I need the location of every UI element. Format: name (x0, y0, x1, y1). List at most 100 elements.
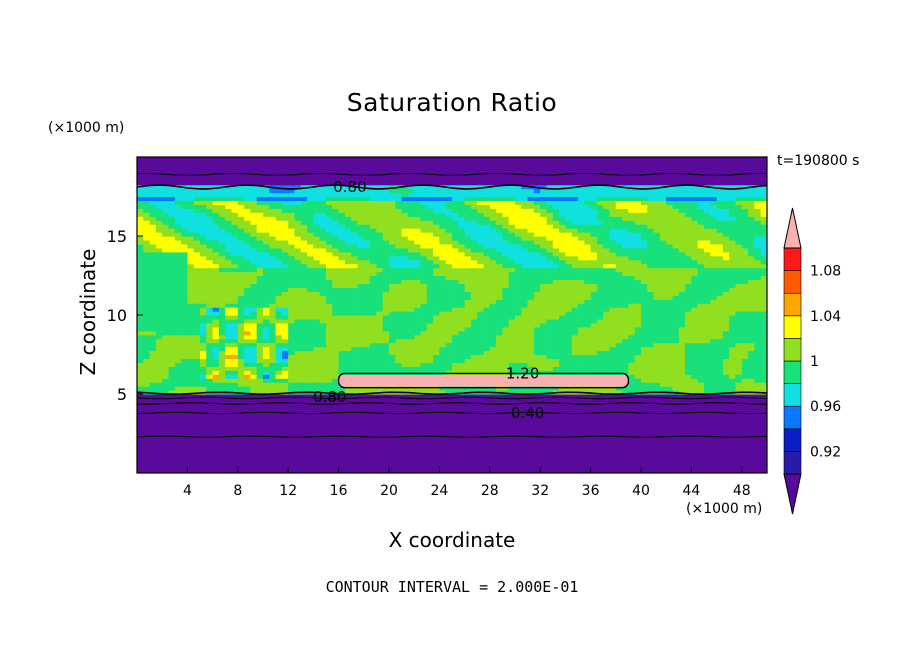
heatmap-cell (515, 449, 522, 454)
heatmap-cell (382, 322, 390, 328)
heatmap-cell (389, 362, 396, 367)
heatmap-cell (439, 160, 447, 166)
heatmap-cell (382, 378, 390, 383)
heatmap-cell (212, 247, 220, 253)
heatmap-cell (414, 243, 422, 249)
heatmap-cell (527, 350, 535, 356)
heatmap-cell (489, 164, 497, 170)
heatmap-cell (326, 413, 333, 419)
heatmap-cell (357, 366, 365, 371)
heatmap-cell (193, 334, 201, 340)
heatmap-cell (464, 382, 472, 387)
heatmap-cell (300, 263, 308, 269)
heatmap-cell (433, 401, 440, 407)
heatmap-cell (502, 429, 510, 435)
heatmap-cell (389, 461, 396, 466)
heatmap-cell (489, 279, 497, 284)
heatmap-cell (470, 259, 478, 265)
heatmap-cell (162, 421, 170, 427)
heatmap-cell (319, 366, 327, 371)
heatmap-cell (401, 283, 409, 288)
heatmap-cell (483, 433, 491, 439)
heatmap-cell (458, 405, 466, 411)
heatmap-cell (225, 378, 233, 383)
heatmap-cell (370, 180, 377, 186)
heatmap-cell (231, 168, 239, 174)
heatmap-cell (326, 188, 333, 194)
heatmap-cell (470, 157, 478, 162)
heatmap-cell (187, 263, 195, 269)
heatmap-cell (458, 409, 466, 415)
heatmap-cell (433, 362, 440, 367)
heatmap-cell (275, 401, 283, 407)
heatmap-cell (225, 441, 233, 446)
heatmap-cell (300, 449, 308, 454)
heatmap-cell (483, 437, 491, 442)
heatmap-cell (458, 180, 466, 186)
heatmap-cell (344, 342, 352, 348)
heatmap-cell (313, 271, 321, 277)
heatmap-cell (515, 204, 522, 209)
heatmap-cell (464, 200, 472, 205)
heatmap-cell (307, 275, 314, 281)
heatmap-cell (143, 184, 151, 190)
heatmap-cell (433, 220, 440, 225)
heatmap-cell (263, 299, 270, 304)
heatmap-cell (200, 307, 207, 312)
heatmap-cell (357, 236, 365, 241)
heatmap-cell (332, 176, 340, 182)
heatmap-cell (294, 457, 302, 462)
heatmap-cell (319, 453, 327, 458)
heatmap-cell (237, 251, 245, 257)
heatmap-cell (508, 326, 516, 332)
heatmap-cell (244, 184, 251, 190)
heatmap-cell (433, 271, 440, 277)
heatmap-cell (206, 247, 214, 253)
heatmap-cell (376, 243, 384, 249)
heatmap-cell (420, 378, 428, 383)
heatmap-cell (445, 188, 453, 194)
heatmap-cell (382, 342, 390, 348)
heatmap-cell (212, 204, 220, 209)
heatmap-cell (200, 236, 207, 241)
heatmap-cell (137, 394, 144, 399)
heatmap-cell (452, 263, 459, 269)
heatmap-cell (237, 157, 245, 162)
heatmap-cell (281, 157, 289, 162)
heatmap-cell (357, 441, 365, 446)
heatmap-cell (458, 263, 466, 269)
heatmap-cell (143, 196, 151, 202)
heatmap-cell (433, 429, 440, 435)
heatmap-cell (155, 224, 163, 229)
heatmap-cell (231, 176, 239, 182)
heatmap-cell (508, 243, 516, 249)
heatmap-cell (313, 362, 321, 367)
heatmap-cell (326, 243, 333, 249)
heatmap-cell (263, 251, 270, 257)
heatmap-cell (439, 397, 447, 403)
heatmap-cell (376, 192, 384, 198)
heatmap-cell (527, 362, 535, 367)
heatmap-cell (212, 279, 220, 284)
heatmap-cell (269, 275, 277, 281)
heatmap-cell (187, 394, 195, 399)
heatmap-cell (439, 243, 447, 249)
heatmap-cell (281, 425, 289, 431)
heatmap-cell (433, 232, 440, 237)
heatmap-cell (458, 346, 466, 352)
heatmap-cell (452, 449, 459, 454)
heatmap-cell (433, 267, 440, 273)
heatmap-cell (401, 259, 409, 265)
heatmap-cell (269, 469, 277, 473)
heatmap-cell (496, 247, 503, 253)
heatmap-cell (300, 220, 308, 225)
heatmap-cell (344, 271, 352, 277)
heatmap-cell (231, 433, 239, 439)
heatmap-cell (433, 259, 440, 265)
heatmap-cell (351, 243, 359, 249)
heatmap-cell (445, 279, 453, 284)
heatmap-cell (508, 157, 516, 162)
heatmap-cell (414, 413, 422, 419)
heatmap-cell (445, 370, 453, 375)
heatmap-cell (407, 445, 415, 450)
